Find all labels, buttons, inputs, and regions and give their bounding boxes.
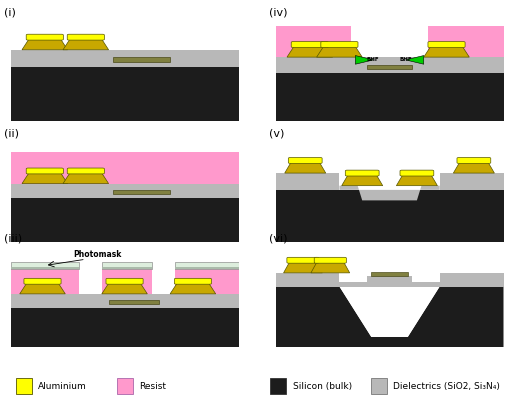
Bar <box>367 65 412 69</box>
Bar <box>276 173 339 190</box>
Polygon shape <box>355 56 374 64</box>
Bar <box>11 269 79 294</box>
FancyBboxPatch shape <box>67 168 104 174</box>
Bar <box>102 269 152 294</box>
FancyBboxPatch shape <box>67 34 104 40</box>
Polygon shape <box>63 39 109 50</box>
Bar <box>175 267 238 269</box>
FancyBboxPatch shape <box>457 158 491 163</box>
FancyBboxPatch shape <box>288 158 322 163</box>
Polygon shape <box>316 46 362 57</box>
Bar <box>102 267 152 269</box>
Text: (i): (i) <box>4 8 16 18</box>
FancyBboxPatch shape <box>24 278 61 284</box>
Bar <box>11 262 79 269</box>
Polygon shape <box>287 46 333 57</box>
Polygon shape <box>284 262 322 273</box>
Bar <box>367 276 412 286</box>
Text: (iv): (iv) <box>269 8 287 18</box>
Bar <box>11 50 238 67</box>
Polygon shape <box>424 46 470 57</box>
FancyBboxPatch shape <box>174 278 211 284</box>
FancyBboxPatch shape <box>287 257 319 263</box>
Bar <box>339 282 440 286</box>
Bar <box>113 57 170 61</box>
FancyBboxPatch shape <box>346 170 379 176</box>
Polygon shape <box>20 283 65 294</box>
Bar <box>276 73 504 121</box>
Bar <box>276 57 504 73</box>
Polygon shape <box>339 186 440 200</box>
Bar <box>276 190 504 242</box>
Polygon shape <box>22 39 68 50</box>
Text: BHF: BHF <box>400 57 412 62</box>
FancyBboxPatch shape <box>26 168 64 174</box>
Text: (iii): (iii) <box>4 234 22 244</box>
Polygon shape <box>339 286 440 337</box>
FancyBboxPatch shape <box>106 278 143 284</box>
Bar <box>11 67 238 121</box>
Text: (vi): (vi) <box>269 234 287 244</box>
Polygon shape <box>311 262 350 273</box>
Bar <box>11 198 238 242</box>
Text: Resist: Resist <box>139 381 166 391</box>
Text: Dielectrics (SiO2, Si₃N₄): Dielectrics (SiO2, Si₃N₄) <box>393 381 500 391</box>
Polygon shape <box>342 175 383 186</box>
Bar <box>11 183 238 198</box>
Bar <box>109 300 159 304</box>
Bar <box>102 262 152 269</box>
Polygon shape <box>63 173 109 183</box>
Text: BHF: BHF <box>367 57 379 62</box>
Bar <box>440 173 504 190</box>
FancyBboxPatch shape <box>400 170 434 176</box>
Bar <box>11 294 238 307</box>
Bar <box>372 272 408 276</box>
FancyBboxPatch shape <box>291 42 329 47</box>
Polygon shape <box>102 283 147 294</box>
Bar <box>11 152 238 183</box>
Bar <box>440 273 504 286</box>
Polygon shape <box>453 162 494 173</box>
Polygon shape <box>22 173 68 183</box>
Text: (ii): (ii) <box>4 129 19 139</box>
Text: Photomask: Photomask <box>73 250 121 259</box>
Bar <box>175 262 238 269</box>
FancyBboxPatch shape <box>314 257 347 263</box>
Polygon shape <box>170 283 216 294</box>
Polygon shape <box>405 56 424 64</box>
Bar <box>113 189 170 194</box>
FancyBboxPatch shape <box>321 42 358 47</box>
Bar <box>276 25 351 57</box>
Polygon shape <box>276 286 504 347</box>
Text: Aluminium: Aluminium <box>38 381 87 391</box>
Text: (v): (v) <box>269 129 284 139</box>
Polygon shape <box>285 162 326 173</box>
Text: Silicon (bulk): Silicon (bulk) <box>293 381 352 391</box>
Polygon shape <box>396 175 437 186</box>
Bar <box>276 273 339 286</box>
FancyBboxPatch shape <box>26 34 64 40</box>
Bar <box>11 267 79 269</box>
Bar <box>11 307 238 347</box>
Bar <box>428 25 503 57</box>
Bar <box>175 269 238 294</box>
FancyBboxPatch shape <box>428 42 465 47</box>
